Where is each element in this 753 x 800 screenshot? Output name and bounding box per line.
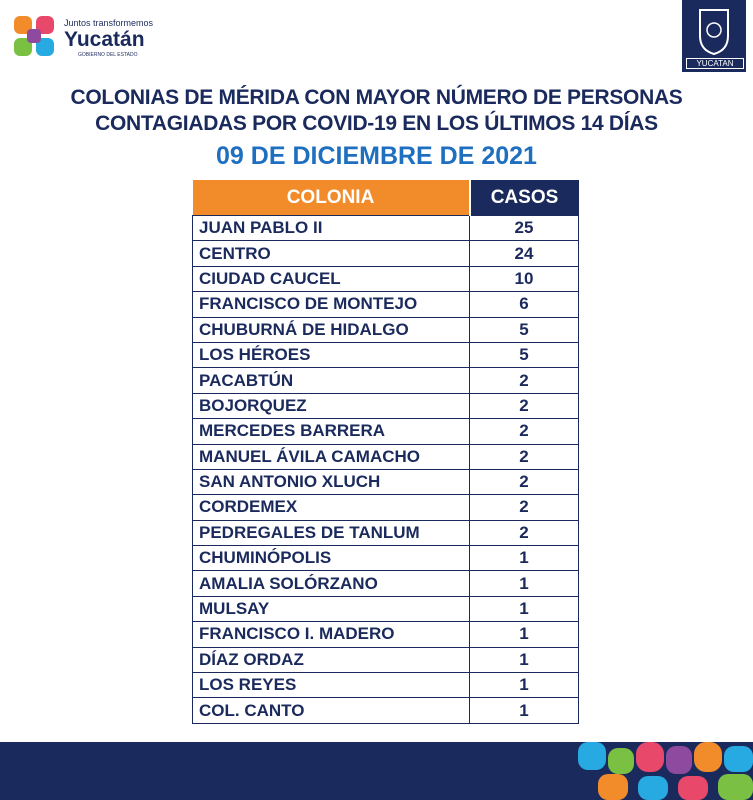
crest-label: YUCATAN [686,58,744,69]
casos-cell: 1 [469,570,579,597]
table-row: SAN ANTONIO XLUCH 2 [192,468,579,496]
colonia-cell: FRANCISCO DE MONTEJO [192,291,470,318]
table-row: CHUBURNÁ DE HIDALGO 5 [192,316,579,343]
table-body: JUAN PABLO II 25 CENTRO 24 CIUDAD CAUCEL 10 FR… [192,214,579,724]
casos-cell: 24 [469,240,579,267]
title-line: CONTAGIADAS POR COVID-19 EN LOS ÚLTIMOS … [95,112,658,135]
colonia-cell: CENTRO [192,240,470,267]
casos-cell: 1 [469,545,579,572]
colonia-cell: FRANCISCO I. MADERO [192,621,470,648]
colonia-cell: PEDREGALES DE TANLUM [192,519,470,547]
colonia-cell: LOS HÉROES [192,341,470,369]
table-row: COL. CANTO 1 [192,697,579,724]
casos-cell: 1 [469,697,579,724]
casos-cell: 1 [469,672,579,699]
logo-icon [14,16,54,56]
casos-cell: 2 [469,494,579,521]
casos-cell: 10 [469,265,579,293]
casos-cell: 1 [469,621,579,648]
casos-cell: 1 [469,646,579,674]
casos-cell: 25 [469,214,579,242]
colonia-cell: PACABTÚN [192,367,470,394]
colonia-cell: AMALIA SOLÓRZANO [192,570,470,597]
colonia-cell: BOJORQUEZ [192,392,470,420]
table-row: MERCEDES BARRERA 2 [192,418,579,445]
casos-cell: 1 [469,595,579,623]
casos-cell: 6 [469,291,579,318]
casos-cell: 2 [469,443,579,470]
logo-sub: GOBIERNO DEL ESTADO [78,52,138,58]
table-row: DÍAZ ORDAZ 1 [192,646,579,674]
crest-icon [699,9,729,56]
casos-cell: 2 [469,519,579,547]
colonia-cell: MERCEDES BARRERA [192,418,470,445]
casos-cell: 2 [469,392,579,420]
casos-cell: 5 [469,316,579,343]
table-row: FRANCISCO DE MONTEJO 6 [192,291,579,318]
colonia-cell: COL. CANTO [192,697,470,724]
colonia-cell: MANUEL ÁVILA CAMACHO [192,443,470,470]
table-row: CIUDAD CAUCEL 10 [192,265,579,293]
colonia-cell: DÍAZ ORDAZ [192,646,470,674]
cases-table: COLONIA CASOS JUAN PABLO II 25 CENTRO 24 CIU… [192,180,579,724]
table-row: LOS REYES 1 [192,672,579,699]
colonia-cell: JUAN PABLO II [192,214,470,242]
table-row: CENTRO 24 [192,240,579,267]
colonia-cell: CHUMINÓPOLIS [192,545,470,572]
table-row: CHUMINÓPOLIS 1 [192,545,579,572]
casos-cell: 2 [469,418,579,445]
table-row: JUAN PABLO II 25 [192,214,579,242]
table-row: LOS HÉROES 5 [192,341,579,369]
column-header: COLONIA [192,180,470,216]
casos-cell: 5 [469,341,579,369]
table-row: AMALIA SOLÓRZANO 1 [192,570,579,597]
casos-cell: 2 [469,367,579,394]
table-row: PACABTÚN 2 [192,367,579,394]
colonia-cell: SAN ANTONIO XLUCH [192,468,470,496]
table-row: MANUEL ÁVILA CAMACHO 2 [192,443,579,470]
title-line: COLONIAS DE MÉRIDA CON MAYOR NÚMERO DE P… [70,86,683,109]
colonia-cell: CHUBURNÁ DE HIDALGO [192,316,470,343]
column-header: CASOS [468,180,579,216]
table-row: CORDEMEX 2 [192,494,579,521]
table-row: PEDREGALES DE TANLUM 2 [192,519,579,547]
table-row: MULSAY 1 [192,595,579,623]
colonia-cell: CORDEMEX [192,494,470,521]
footer-decoration [578,742,753,800]
logo-tagline: Juntos transformemos [64,18,154,28]
colonia-cell: CIUDAD CAUCEL [192,265,470,293]
colonia-cell: MULSAY [192,595,470,623]
date: 09 DE DICIEMBRE DE 2021 [216,142,537,170]
table-row: BOJORQUEZ 2 [192,392,579,420]
crest: YUCATAN [682,0,746,72]
table-row: FRANCISCO I. MADERO 1 [192,621,579,648]
logo-name: Yucatán [64,28,145,51]
casos-cell: 2 [469,468,579,496]
colonia-cell: LOS REYES [192,672,470,699]
